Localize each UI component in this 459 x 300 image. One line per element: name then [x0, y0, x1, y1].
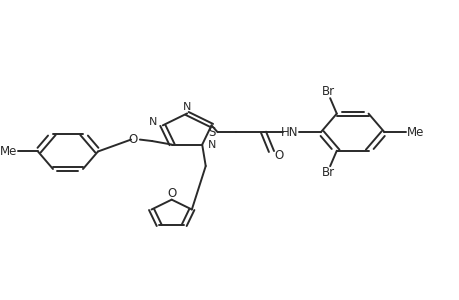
Text: N: N	[207, 140, 216, 150]
Text: Me: Me	[406, 126, 423, 139]
Text: O: O	[273, 148, 283, 162]
Text: Me: Me	[0, 145, 17, 158]
Text: N: N	[149, 117, 157, 128]
Text: Br: Br	[321, 85, 334, 98]
Text: S: S	[208, 126, 216, 139]
Text: O: O	[128, 133, 137, 146]
Text: N: N	[183, 102, 191, 112]
Text: Br: Br	[321, 166, 334, 179]
Text: O: O	[167, 187, 176, 200]
Text: HN: HN	[280, 126, 298, 139]
